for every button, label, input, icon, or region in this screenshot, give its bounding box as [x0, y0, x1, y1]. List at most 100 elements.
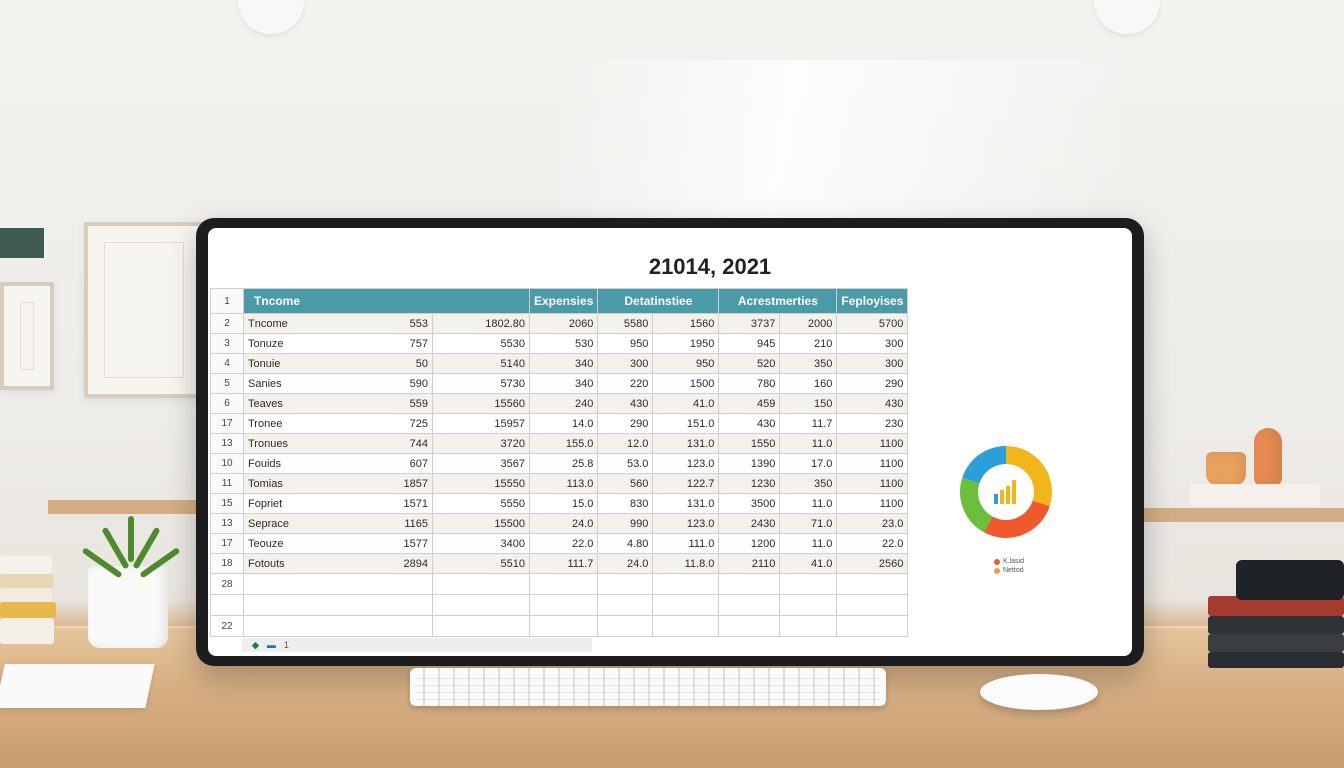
table-cell[interactable]: 4.80: [597, 533, 654, 554]
table-cell[interactable]: 25.8: [528, 453, 599, 474]
table-cell[interactable]: 113.0: [528, 473, 599, 494]
table-cell[interactable]: 1230: [718, 473, 781, 494]
table-cell[interactable]: [836, 594, 909, 616]
row-label-cell[interactable]: Fotouts 2894: [243, 553, 433, 574]
table-cell[interactable]: 131.0: [652, 433, 720, 454]
table-cell[interactable]: 1200: [718, 533, 781, 554]
row-number[interactable]: 1: [210, 288, 244, 314]
table-cell[interactable]: 150: [779, 393, 838, 414]
table-cell[interactable]: 15500: [432, 513, 530, 534]
table-cell[interactable]: 1550: [718, 433, 781, 454]
table-cell[interactable]: [779, 615, 838, 637]
table-cell[interactable]: 1950: [652, 333, 720, 354]
table-cell[interactable]: 430: [836, 393, 909, 414]
table-cell[interactable]: 1390: [718, 453, 781, 474]
table-cell[interactable]: 17.0: [779, 453, 838, 474]
row-number[interactable]: 22: [210, 615, 244, 637]
row-number[interactable]: 6: [210, 393, 244, 414]
row-number[interactable]: 13: [210, 433, 244, 454]
row-number[interactable]: 4: [210, 353, 244, 374]
table-cell[interactable]: 3737: [718, 313, 781, 334]
table-cell[interactable]: [652, 615, 720, 637]
row-number[interactable]: 11: [210, 473, 244, 494]
table-cell[interactable]: 3567: [432, 453, 530, 474]
table-cell[interactable]: [528, 573, 599, 595]
table-cell[interactable]: 5730: [432, 373, 530, 394]
table-cell[interactable]: 5580: [597, 313, 654, 334]
table-cell[interactable]: 123.0: [652, 453, 720, 474]
table-cell[interactable]: 15.0: [528, 493, 599, 514]
table-cell[interactable]: [432, 594, 530, 616]
table-cell[interactable]: 15957: [432, 413, 530, 434]
table-cell[interactable]: [836, 573, 909, 595]
table-cell[interactable]: 5530: [432, 333, 530, 354]
table-cell[interactable]: 22.0: [528, 533, 599, 554]
table-cell[interactable]: 5700: [836, 313, 909, 334]
table-cell[interactable]: 23.0: [836, 513, 909, 534]
table-cell[interactable]: [718, 615, 781, 637]
window-icon[interactable]: ▬: [266, 640, 276, 650]
row-label-cell[interactable]: Teaves 559: [243, 393, 433, 414]
row-label-cell[interactable]: Tomias 1857: [243, 473, 433, 494]
table-cell[interactable]: [432, 573, 530, 595]
table-cell[interactable]: 290: [836, 373, 909, 394]
table-cell[interactable]: [779, 594, 838, 616]
table-cell[interactable]: 2110: [718, 553, 781, 574]
table-cell[interactable]: [243, 573, 433, 595]
table-cell[interactable]: 3720: [432, 433, 530, 454]
table-cell[interactable]: 340: [528, 373, 599, 394]
donut-slice[interactable]: [962, 446, 1006, 484]
row-label-cell[interactable]: Fopriet 1571: [243, 493, 433, 514]
table-cell[interactable]: 350: [779, 353, 838, 374]
table-cell[interactable]: 945: [718, 333, 781, 354]
row-label-cell[interactable]: Tonuie 50: [243, 353, 433, 374]
table-cell[interactable]: 459: [718, 393, 781, 414]
taskbar-item[interactable]: 1: [283, 640, 289, 650]
table-cell[interactable]: [597, 594, 654, 616]
table-cell[interactable]: [432, 615, 530, 637]
row-label-cell[interactable]: Tronues 744: [243, 433, 433, 454]
row-number[interactable]: 18: [210, 553, 244, 574]
donut-slice[interactable]: [960, 477, 993, 533]
table-cell[interactable]: [836, 615, 909, 637]
table-cell[interactable]: 151.0: [652, 413, 720, 434]
table-cell[interactable]: 1560: [652, 313, 720, 334]
table-cell[interactable]: 530: [528, 333, 599, 354]
table-cell[interactable]: 350: [779, 473, 838, 494]
table-cell[interactable]: [652, 594, 720, 616]
row-label-cell[interactable]: Tonuze 757: [243, 333, 433, 354]
table-cell[interactable]: 3400: [432, 533, 530, 554]
table-cell[interactable]: [597, 573, 654, 595]
table-cell[interactable]: 11.0: [779, 493, 838, 514]
header-income[interactable]: Tncome: [243, 288, 530, 314]
row-number[interactable]: 10: [210, 453, 244, 474]
table-cell[interactable]: 1100: [836, 493, 909, 514]
table-cell[interactable]: 24.0: [528, 513, 599, 534]
spreadsheet-grid[interactable]: 1 Tncome Expensies Detatinstiee Acrestme…: [210, 288, 909, 637]
row-number[interactable]: 17: [210, 413, 244, 434]
table-cell[interactable]: 300: [836, 333, 909, 354]
table-cell[interactable]: 5550: [432, 493, 530, 514]
table-cell[interactable]: 240: [528, 393, 599, 414]
row-label-cell[interactable]: Teouze 1577: [243, 533, 433, 554]
table-cell[interactable]: 780: [718, 373, 781, 394]
header-assessments[interactable]: Acrestmerties: [718, 288, 838, 314]
table-cell[interactable]: 11.0: [779, 433, 838, 454]
row-number[interactable]: 13: [210, 513, 244, 534]
table-cell[interactable]: [597, 615, 654, 637]
table-cell[interactable]: 430: [597, 393, 654, 414]
table-cell[interactable]: 520: [718, 353, 781, 374]
row-label-cell[interactable]: Tncome 553: [243, 313, 433, 334]
header-destination[interactable]: Detatinstiee: [597, 288, 720, 314]
table-cell[interactable]: 1100: [836, 433, 909, 454]
table-cell[interactable]: 1100: [836, 473, 909, 494]
table-cell[interactable]: 300: [836, 353, 909, 374]
table-cell[interactable]: 2000: [779, 313, 838, 334]
table-cell[interactable]: 560: [597, 473, 654, 494]
excel-icon[interactable]: ◆: [252, 639, 259, 650]
table-cell[interactable]: 15560: [432, 393, 530, 414]
table-cell[interactable]: 122.7: [652, 473, 720, 494]
table-cell[interactable]: 230: [836, 413, 909, 434]
row-number[interactable]: 3: [210, 333, 244, 354]
row-number[interactable]: 17: [210, 533, 244, 554]
